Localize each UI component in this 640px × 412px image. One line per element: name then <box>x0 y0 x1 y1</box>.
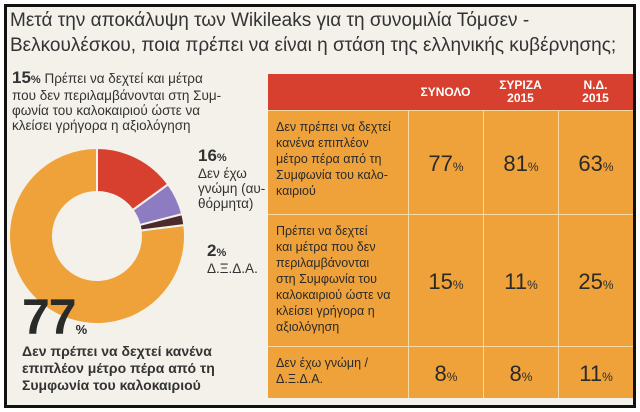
value-cell: 11% <box>491 269 551 295</box>
donut-slice <box>138 212 186 232</box>
table-row: Πρέπει να δεχτεί και μέτρα που δεν περιλ… <box>268 214 633 346</box>
row-label-line: Συμφωνία του καλο- <box>276 168 388 182</box>
row-label-line: κανένα επιπλέον <box>276 136 369 150</box>
row-label-line: αξιολόγηση <box>276 320 340 334</box>
row-label-line: Δεν πρέπει να δεχτεί <box>276 120 391 134</box>
value-percent: % <box>602 370 613 384</box>
results-table: ΣΥΝΟΛΟ ΣΥΡΙΖΑ 2015 Ν.Δ. 2015 Δεν πρέπει να… <box>268 74 633 398</box>
table-divider <box>408 110 409 398</box>
value-number: 77 <box>428 151 453 176</box>
value-percent: % <box>527 278 538 292</box>
row-label-line: Πρέπει να δεχτεί <box>276 224 368 238</box>
value-percent: % <box>521 370 533 384</box>
value-cell: 11% <box>566 361 626 387</box>
callout-16-line-3: θόρμητα) <box>198 196 254 211</box>
column-header-nd: Ν.Δ. 2015 <box>558 74 633 110</box>
value-percent: % <box>452 278 464 292</box>
callout-16-line-2: γνώμη (αυ- <box>198 181 266 196</box>
callout-15-value: 15 <box>12 68 31 87</box>
row-label-line: Δεν έχω γνώμη / <box>276 356 369 370</box>
value-cell: 15% <box>416 269 476 295</box>
callout-77-line-1: Δεν πρέπει να δεχτεί κανένα <box>22 343 212 359</box>
value-number: 8 <box>509 361 522 386</box>
value-cell: 63% <box>566 151 626 177</box>
callout-77-line-2: επιπλέον μέτρο πέρα από τη <box>22 360 215 376</box>
row-label-line: στη Συμφωνία του <box>276 272 377 286</box>
value-percent: % <box>602 278 614 292</box>
row-label-line: Δ.Ξ.Δ.Α. <box>276 372 324 386</box>
value-cell: 8% <box>491 361 551 387</box>
column-header-syriza-line-1: ΣΥΡΙΖΑ <box>499 78 542 92</box>
table-header: ΣΥΝΟΛΟ ΣΥΡΙΖΑ 2015 Ν.Δ. 2015 <box>268 74 633 110</box>
callout-15-line-4: κλείσει γρήγορα η αξιολόγηση <box>12 118 191 133</box>
callout-77-value: 77 <box>22 289 77 345</box>
table-divider <box>558 110 559 398</box>
callout-2-percent: % <box>216 247 227 259</box>
callout-15-line-2: που δεν περιλαμβάνονται στη Συμ- <box>12 88 222 103</box>
value-percent: % <box>446 370 458 384</box>
row-label-line: καλοκαιριού ώστε να <box>276 288 391 302</box>
row-label-line: και μέτρα που δεν <box>276 240 376 254</box>
value-cell: 8% <box>416 361 476 387</box>
column-header-syriza-line-2: 2015 <box>507 91 534 105</box>
row-label-line: μέτρο πέρα από τη <box>276 152 382 166</box>
column-header-syriza: ΣΥΡΙΖΑ 2015 <box>483 74 558 110</box>
value-number: 8 <box>434 361 447 386</box>
value-cell: 77% <box>416 151 476 177</box>
callout-77: 77% <box>22 288 87 346</box>
callout-15-line-3: φωνία του καλοκαιριού ώστε να <box>12 103 201 118</box>
column-header-syriza-label: ΣΥΡΙΖΑ 2015 <box>499 79 542 105</box>
donut-chart <box>5 148 205 338</box>
value-cell: 81% <box>491 151 551 177</box>
row-label: Δεν έχω γνώμη / Δ.Ξ.Δ.Α. <box>276 355 408 387</box>
callout-15-line-1: Πρέπει να δεχτεί και μέτρα <box>44 71 203 86</box>
value-number: 15 <box>428 269 453 294</box>
column-header-total-label: ΣΥΝΟΛΟ <box>420 84 471 99</box>
chart-title: Μετά την αποκάλυψη των Wikileaks για τη … <box>10 10 617 56</box>
table-divider <box>483 110 484 398</box>
donut-svg <box>8 148 186 325</box>
donut-hole <box>54 193 140 279</box>
donut-slice <box>8 148 186 325</box>
callout-16: 16% Δεν έχω γνώμη (αυ- θόρμητα) <box>198 146 293 211</box>
value-number: 63 <box>578 151 603 176</box>
column-header-total: ΣΥΝΟΛΟ <box>408 74 483 110</box>
callout-77-percent: % <box>75 322 88 337</box>
callout-16-line-1: Δεν έχω <box>198 166 247 181</box>
column-header-nd-line-2: 2015 <box>582 91 609 105</box>
value-number: 11 <box>504 269 528 294</box>
column-header-nd-line-1: Ν.Δ. <box>583 78 608 92</box>
callout-2: 2% Δ.Ξ.Δ.Α. <box>207 241 277 276</box>
callout-2-line-1: Δ.Ξ.Δ.Α. <box>207 261 258 276</box>
value-percent: % <box>527 160 539 174</box>
table-row: Δεν πρέπει να δεχτεί κανένα επιπλέον μέτ… <box>268 110 633 214</box>
column-header-nd-label: Ν.Δ. 2015 <box>582 79 609 105</box>
row-label: Πρέπει να δεχτεί και μέτρα που δεν περιλ… <box>276 223 408 335</box>
callout-77-line-3: Συμφωνία του καλοκαιριού <box>22 377 201 393</box>
value-percent: % <box>452 160 464 174</box>
row-label: Δεν πρέπει να δεχτεί κανένα επιπλέον μέτ… <box>276 119 408 199</box>
value-number: 25 <box>578 269 603 294</box>
callout-77-label: Δεν πρέπει να δεχτεί κανένα επιπλέον μέτ… <box>22 343 262 394</box>
callout-15-percent: % <box>30 74 41 86</box>
row-label-line: κλείσει γρήγορα η <box>276 304 375 318</box>
callout-16-percent: % <box>216 152 227 164</box>
callout-15: 15% Πρέπει να δεχτεί και μέτρα που δεν π… <box>12 68 262 133</box>
row-label-line: περιλαμβάνονται <box>276 256 370 270</box>
callout-2-value: 2 <box>207 241 217 260</box>
value-number: 81 <box>503 151 528 176</box>
table-row: Δεν έχω γνώμη / Δ.Ξ.Δ.Α. 8% 8% 11% <box>268 346 633 398</box>
value-number: 11 <box>579 361 603 386</box>
value-percent: % <box>602 160 614 174</box>
row-label-line: καιριού <box>276 184 316 198</box>
value-cell: 25% <box>566 269 626 295</box>
callout-16-value: 16 <box>198 146 217 165</box>
